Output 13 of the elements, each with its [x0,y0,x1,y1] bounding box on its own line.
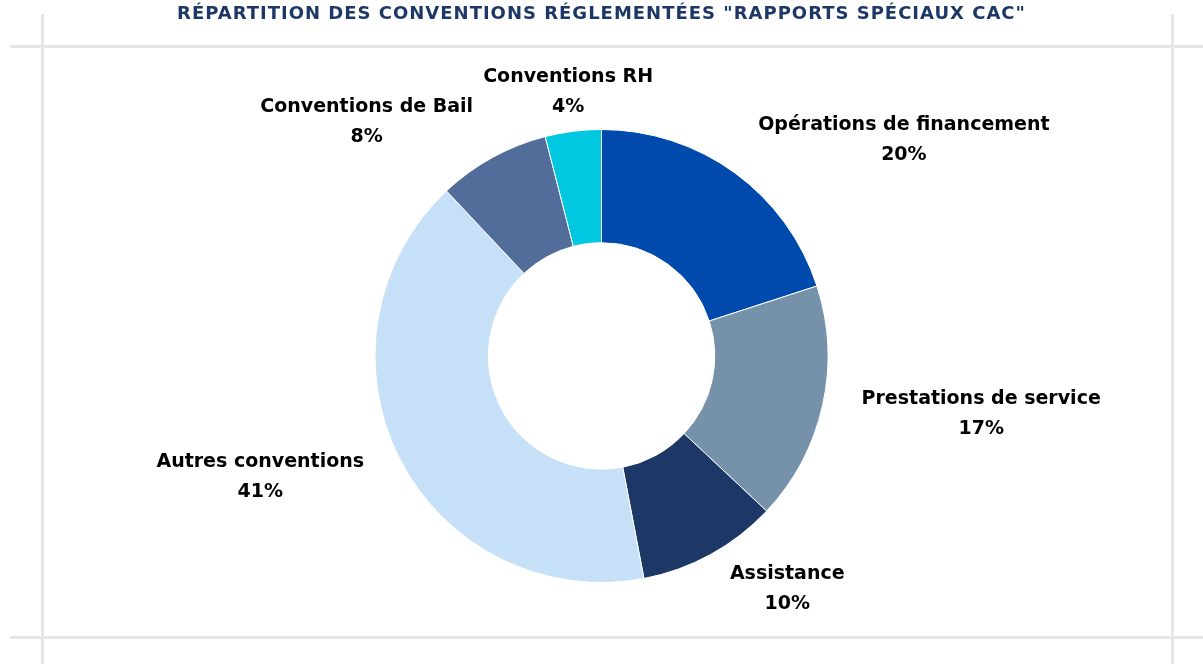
slice-label: Conventions de Bail [260,94,474,117]
data-label: 20% [881,142,927,165]
slice-label: Assistance [729,561,845,584]
slice-label: Conventions RH [483,63,654,86]
slice-label: Opérations de financement [758,112,1050,135]
data-label: 4% [551,93,585,116]
data-label: 17% [958,416,1004,439]
data-label: 8% [350,124,383,147]
data-label: 41% [237,478,283,501]
slice-label: Prestations de service [861,386,1101,409]
data-label: 10% [764,591,810,614]
chart-title: RÉPARTITION DES CONVENTIONS RÉGLEMENTÉES "RAPPORTS SPÉCIAUX CAC" [176,2,1027,23]
slice-label: Autres conventions [156,448,365,471]
